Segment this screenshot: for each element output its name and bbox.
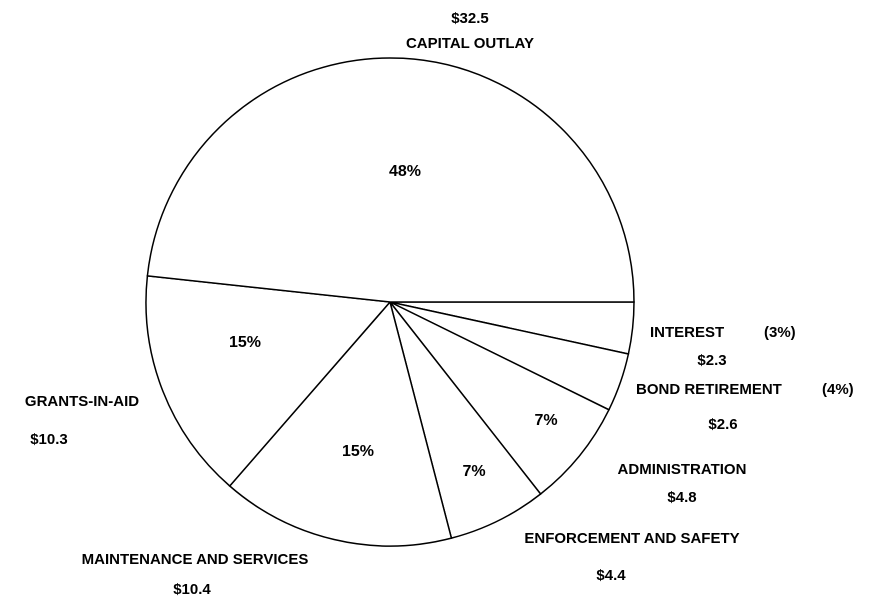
pie-slices — [145, 57, 635, 547]
slice-value-maintenance: $10.4 — [173, 581, 211, 598]
slice-percent-administration: 7% — [534, 412, 557, 429]
slice-name-enforcement: ENFORCEMENT AND SAFETY — [524, 530, 739, 547]
slice-value-capital-outlay: $32.5 — [451, 10, 489, 27]
slice-name-administration: ADMINISTRATION — [618, 461, 747, 478]
pie-slice-grants-in-aid — [145, 275, 392, 488]
pie-slice-maintenance-and-services — [228, 300, 453, 547]
slice-name-capital-outlay: CAPITAL OUTLAY — [406, 35, 534, 52]
slice-percent-enforcement: 7% — [462, 463, 485, 480]
slice-percent-capital-outlay: 48% — [389, 163, 421, 180]
slice-value-administration: $4.8 — [667, 489, 696, 506]
slice-name-bond-retirement: BOND RETIREMENT — [636, 381, 782, 398]
slice-name-grants-in-aid: GRANTS-IN-AID — [25, 393, 139, 410]
slice-value-interest: $2.3 — [697, 352, 726, 369]
slice-percent-grants-in-aid: 15% — [229, 334, 261, 351]
slice-name-maintenance: MAINTENANCE AND SERVICES — [82, 551, 309, 568]
slice-value-enforcement: $4.4 — [596, 567, 626, 584]
slice-value-grants-in-aid: $10.3 — [30, 431, 68, 448]
slice-percent-interest: (3%) — [764, 324, 796, 341]
pie-slice-capital-outlay — [146, 57, 635, 303]
slice-name-interest: INTEREST — [650, 324, 724, 341]
pie-slice-administration — [389, 301, 610, 496]
slice-percent-maintenance: 15% — [342, 443, 374, 460]
slice-value-bond-retirement: $2.6 — [708, 416, 737, 433]
slice-percent-bond-retirement: (4%) — [822, 381, 854, 398]
